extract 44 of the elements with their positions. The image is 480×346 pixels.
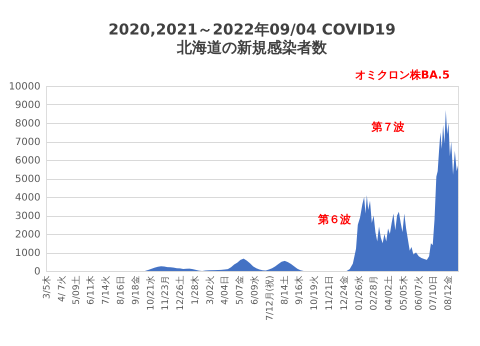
chart-subtitle: 北海道の新規感染者数	[176, 38, 328, 56]
y-tick-label: 0	[34, 266, 40, 278]
x-tick-label: 11/23月	[161, 276, 172, 310]
y-tick-label: 9000	[15, 100, 40, 111]
x-tick-label: 07/10日	[429, 276, 440, 310]
x-tick-label: 04/02土	[384, 276, 395, 310]
x-tick-label: 02/28月	[370, 276, 380, 310]
x-tick-label: 8/14土	[279, 276, 290, 305]
x-tick-label: 3/5木	[42, 276, 52, 299]
x-tick-label: 11/21日	[324, 276, 335, 310]
y-tick-label: 5000	[15, 174, 40, 185]
x-tick-label: 05/05木	[398, 276, 410, 310]
x-tick-label: 06/07火	[413, 276, 424, 310]
text: オミクロン株BA.5	[354, 68, 450, 82]
y-tick-label: 3000	[15, 211, 40, 222]
x-tick-label: 8/16日	[116, 276, 127, 305]
x-tick-label: 5/07金	[234, 276, 246, 305]
x-tick-label: 08/12金	[443, 276, 454, 310]
y-tick-label: 4000	[15, 192, 40, 204]
y-tick-label: 8000	[15, 118, 40, 130]
y-tick-label: 1000	[15, 248, 40, 259]
y-tick-label: 6000	[15, 156, 40, 166]
x-tick-label: 6/11木	[86, 276, 97, 305]
x-tick-label: 12/26土	[175, 276, 186, 310]
x-tick-label: 6/09水	[250, 276, 261, 305]
y-tick-label: 2000	[15, 230, 40, 240]
chart-title: 2020,2021～2022年09/04 COVID19	[108, 20, 396, 38]
annotation: 第６波	[316, 212, 352, 226]
x-tick-label: 7/12月(祝)	[264, 276, 276, 321]
x-tick-label: 4/ 7火	[56, 276, 68, 302]
x-tick-label: 5/09土	[70, 276, 82, 305]
x-tick-label: 9/18金	[130, 276, 142, 305]
x-tick-label: 1/28木	[190, 276, 201, 305]
x-tick-label: 7/14火	[100, 276, 112, 305]
y-tick-label: 10000	[8, 82, 40, 92]
x-tick-label: 3/02火	[204, 276, 216, 305]
x-tick-label: 10/21水	[145, 276, 156, 310]
annotation: 第７波	[370, 120, 406, 134]
x-tick-label: 01/26水	[354, 276, 365, 310]
x-tick-label: 10/19火	[309, 276, 320, 310]
x-tick-label: 4/04日	[220, 276, 231, 305]
x-tick-label: 9/16木	[294, 276, 306, 305]
x-tick-label: 12/24金	[338, 276, 350, 310]
y-tick-label: 7000	[15, 137, 40, 148]
